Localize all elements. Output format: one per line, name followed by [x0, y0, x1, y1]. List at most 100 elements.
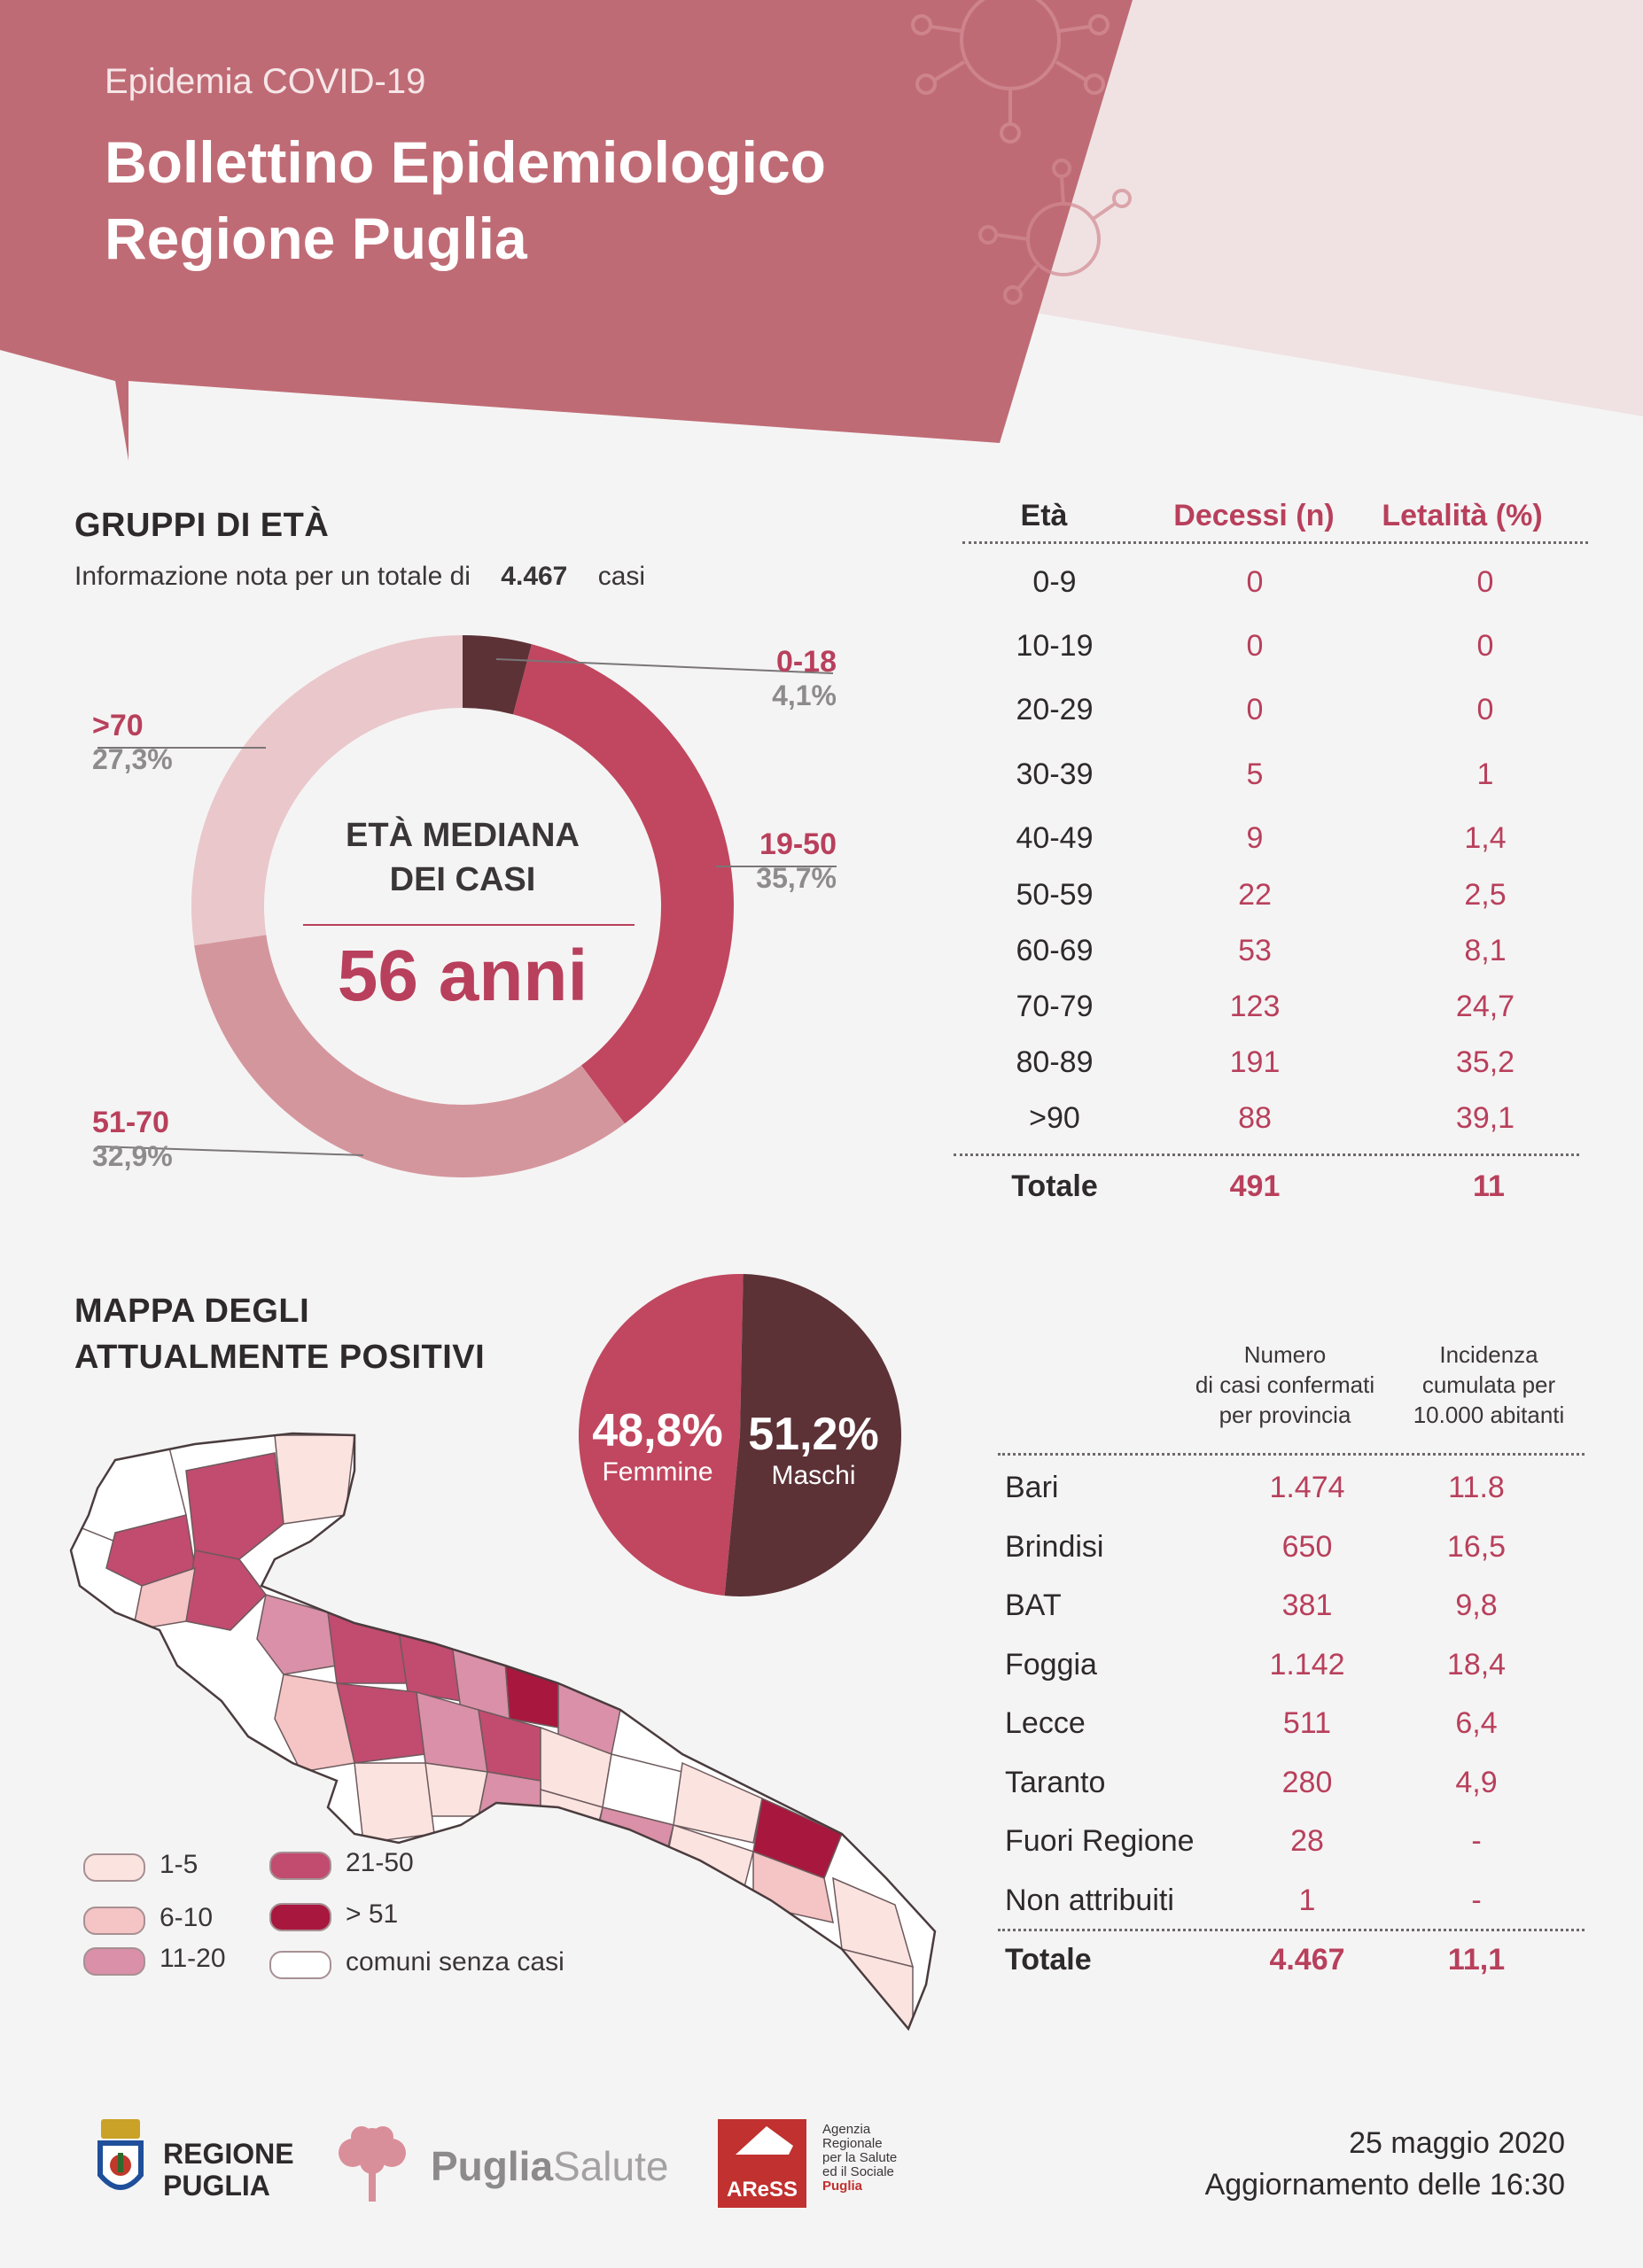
- prov-row-incidence: 11.8: [1448, 1471, 1505, 1504]
- age-row-deaths: 0: [1246, 629, 1264, 663]
- prov-header-incidence-line2: cumulata per: [1421, 1371, 1556, 1398]
- header-banner: [0, 0, 1133, 461]
- label-0-18: 0-18 4,1%: [762, 645, 837, 712]
- age-table-total-lethality: 11: [1473, 1169, 1505, 1203]
- prov-row-incidence: 9,8: [1455, 1588, 1498, 1622]
- footer-date: 25 maggio 2020: [1349, 2126, 1565, 2160]
- age-table-total-label: Totale: [1011, 1169, 1098, 1203]
- aress-desc-1: Agenzia: [822, 2122, 871, 2137]
- age-row-age: 60-69: [1016, 934, 1094, 967]
- age-groups-title: GRUPPI DI ETÀ: [74, 507, 330, 544]
- legend-swatch: [83, 1907, 145, 1935]
- label-51-70: 51-70 32,9%: [92, 1106, 173, 1173]
- map-title-line2: ATTUALMENTE POSITIVI: [74, 1339, 486, 1376]
- label-51-70-value: 32,9%: [92, 1140, 173, 1172]
- donut-leader-line: [495, 658, 834, 674]
- aress-desc-4: ed il Sociale: [822, 2164, 894, 2179]
- age-row-deaths: 0: [1246, 693, 1264, 726]
- age-row-deaths: 53: [1238, 934, 1272, 967]
- puglia-outline: [69, 1432, 937, 2031]
- pugliasalute-light: Salute: [553, 2143, 669, 2189]
- age-row-deaths: 22: [1238, 878, 1272, 912]
- donut-slice-19-50: [513, 644, 735, 1124]
- virus-icon: [911, 0, 1110, 144]
- prov-row-cases: 28: [1290, 1824, 1324, 1858]
- gender-pie-male-slice: [724, 1274, 901, 1596]
- prov-row-cases: 1: [1298, 1883, 1316, 1917]
- age-table-header-lethality: Letalità (%): [1382, 499, 1543, 532]
- donut-slice-over-70: [191, 635, 463, 946]
- legend-label: > 51: [346, 1899, 399, 1929]
- label-0-18-name: 0-18: [775, 645, 837, 679]
- age-table-header-age: Età: [1020, 499, 1068, 532]
- aress-mark-icon: [736, 2126, 793, 2155]
- age-row-age: >90: [1029, 1101, 1080, 1135]
- prov-table-header-rule: [998, 1453, 1585, 1456]
- label-19-50-value: 35,7%: [756, 862, 837, 894]
- age-groups-info: Informazione nota per un totale di 4.467…: [74, 562, 645, 592]
- donut-leader-line: [97, 1146, 364, 1156]
- legend-label: 21-50: [346, 1848, 414, 1877]
- legend-swatch: [269, 1951, 331, 1979]
- prov-header-incidence-line1: Incidenza: [1439, 1341, 1538, 1368]
- legend-swatch: [83, 1947, 145, 1976]
- aress-logo-text: AReSS: [726, 2178, 798, 2202]
- prov-row-incidence: -: [1471, 1883, 1482, 1917]
- age-row-lethality: 35,2: [1455, 1045, 1515, 1079]
- prov-row-cases: 1.142: [1269, 1647, 1345, 1682]
- median-label: ETÀ MEDIANA DEI CASI: [292, 813, 633, 902]
- age-row-age: 30-39: [1016, 757, 1094, 791]
- regione-puglia-logo: [94, 2119, 147, 2204]
- regione-puglia-text: REGIONE PUGLIA: [163, 2138, 294, 2202]
- prov-row-incidence: 4,9: [1455, 1765, 1498, 1799]
- legend-swatch: [269, 1852, 331, 1880]
- info-prefix: Informazione nota per un totale di: [74, 562, 471, 591]
- age-row-age: 70-79: [1016, 990, 1094, 1023]
- median-label-line2: DEI CASI: [389, 861, 536, 898]
- age-row-deaths: 0: [1246, 565, 1264, 599]
- age-row-deaths: 5: [1246, 757, 1264, 791]
- prov-row-name: Taranto: [1005, 1765, 1106, 1799]
- label-0-18-value: 4,1%: [772, 680, 837, 711]
- gender-pie-female-slice: [578, 1274, 744, 1596]
- prov-row-name: Brindisi: [1005, 1529, 1104, 1564]
- age-row-lethality: 24,7: [1455, 990, 1515, 1023]
- legend-label: 6-10: [160, 1903, 214, 1932]
- prov-header-cases-line1: Numero: [1243, 1341, 1327, 1368]
- aress-desc-3: per la Salute: [822, 2150, 898, 2165]
- puglia-map: [69, 1432, 937, 2031]
- age-donut-chart: [97, 635, 837, 1177]
- prov-row-cases: 650: [1281, 1529, 1333, 1564]
- prov-row-incidence: 6,4: [1455, 1706, 1498, 1740]
- donut-slice-51-70: [194, 935, 625, 1177]
- male-label: 51,2% Maschi: [744, 1408, 883, 1491]
- label-over-70: >70 27,3%: [92, 709, 173, 776]
- label-51-70-name: 51-70: [92, 1106, 169, 1139]
- legend-label: 11-20: [160, 1944, 226, 1973]
- prov-header-incidence: Incidenza cumulata per 10.000 abitanti: [1391, 1340, 1586, 1430]
- aress-desc-2: Regionale: [822, 2136, 883, 2151]
- pugliasalute-bold: Puglia: [431, 2143, 554, 2189]
- prov-row-incidence: 18,4: [1446, 1647, 1507, 1682]
- prov-row-name: Lecce: [1005, 1706, 1086, 1740]
- legend-label: comuni senza casi: [346, 1947, 565, 1977]
- label-19-50-name: 19-50: [759, 827, 837, 861]
- median-value: 56 anni: [337, 936, 588, 1016]
- header-title: Bollettino Epidemiologico Regione Puglia: [105, 124, 826, 276]
- label-over-70-name: >70: [92, 709, 144, 742]
- age-row-age: 20-29: [1016, 693, 1094, 726]
- age-row-age: 0-9: [1032, 565, 1077, 599]
- aress-desc-5: Puglia: [822, 2179, 863, 2194]
- female-pct: 48,8%: [592, 1405, 723, 1456]
- footer-update: Aggiornamento delle 16:30: [1204, 2168, 1565, 2202]
- age-row-lethality: 0: [1476, 629, 1494, 663]
- prov-row-incidence: -: [1471, 1824, 1482, 1858]
- age-row-deaths: 9: [1246, 821, 1264, 855]
- header-title-line1: Bollettino Epidemiologico: [105, 129, 826, 195]
- prov-table-total-incidence: 11,1: [1447, 1943, 1506, 1977]
- age-row-lethality: 39,1: [1455, 1101, 1515, 1135]
- age-row-deaths: 123: [1229, 990, 1281, 1023]
- male-text: Maschi: [771, 1461, 856, 1490]
- regione-line2: PUGLIA: [163, 2170, 270, 2202]
